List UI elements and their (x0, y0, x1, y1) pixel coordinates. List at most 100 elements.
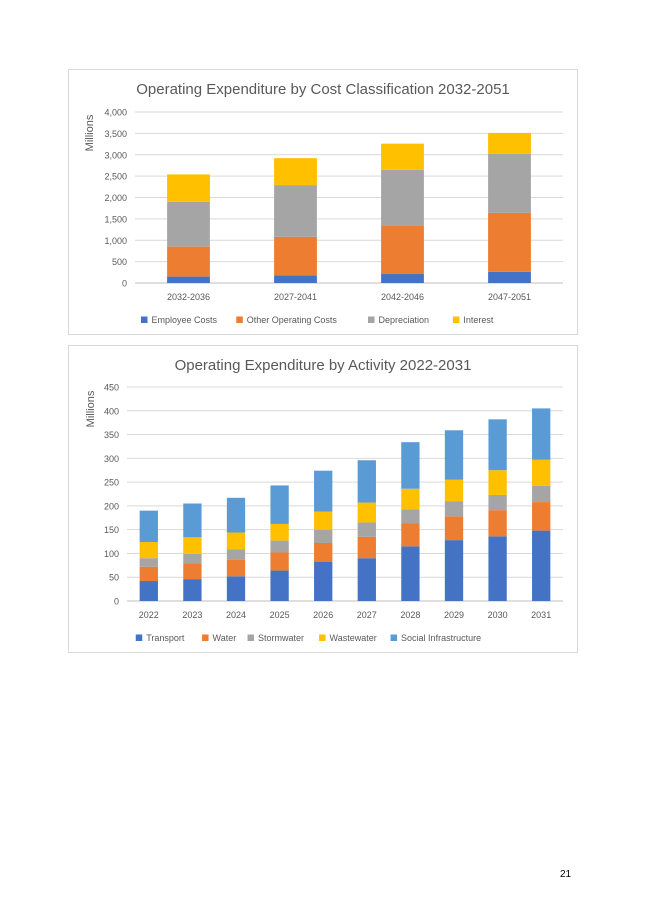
bar-segment-wastewater-2030 (488, 470, 507, 495)
x-tick-label: 2029 (444, 610, 464, 620)
legend-label-water: Water (213, 633, 237, 643)
bar-segment-stormwater-2029 (444, 501, 464, 517)
y-tick-label: 200 (104, 501, 119, 511)
bar-segment-stormwater-2031 (532, 485, 551, 503)
y-tick-label: 4,000 (104, 108, 127, 118)
y-tick-label: 0 (122, 279, 127, 289)
legend-label-other-operating-costs: Other Operating Costs (247, 315, 338, 325)
legend-label-wastewater: Wastewater (330, 633, 377, 643)
bar-segment-stormwater-2024 (226, 549, 246, 560)
bar-segment-social-infrastructure-2023 (183, 503, 202, 538)
y-tick-label: 100 (104, 549, 119, 559)
bar-segment-transport-2026 (314, 562, 333, 601)
bar-segment-wastewater-2029 (444, 479, 464, 502)
bar-segment-transport-2023 (183, 579, 202, 601)
bar-segment-employee-costs-2032-2036 (167, 276, 210, 283)
bar-segment-transport-2025 (270, 570, 289, 601)
bar-segment-wastewater-2026 (314, 511, 333, 530)
bar-segment-stormwater-2022 (139, 558, 158, 567)
legend-swatch-transport (135, 634, 143, 641)
y-tick-label: 0 (114, 597, 119, 607)
bar-segment-transport-2030 (488, 536, 507, 601)
chart-title: Operating Expenditure by Activity 2022-2… (175, 357, 472, 374)
legend-label-social-infrastructure: Social Infrastructure (401, 633, 481, 643)
bar-segment-transport-2029 (444, 540, 464, 601)
bar-segment-water-2026 (314, 542, 333, 563)
legend-label-stormwater: Stormwater (258, 633, 304, 643)
x-tick-label: 2031 (531, 610, 551, 620)
bar-segment-other-operating-costs-2042-2046 (381, 225, 424, 275)
bar-segment-water-2028 (401, 523, 420, 547)
bar-segment-water-2027 (357, 536, 376, 559)
y-tick-label: 450 (104, 383, 119, 393)
x-tick-label: 2047-2051 (488, 292, 531, 302)
x-tick-label: 2025 (270, 610, 290, 620)
bar-segment-stormwater-2030 (488, 494, 507, 511)
bar-segment-transport-2024 (226, 576, 246, 601)
x-tick-label: 2027 (357, 610, 377, 620)
cost-classification-chart-svg: Operating Expenditure by Cost Classifica… (84, 81, 563, 325)
bar-segment-depreciation-2042-2046 (381, 169, 424, 226)
bar-segment-interest-2032-2036 (167, 174, 210, 202)
x-tick-label: 2030 (488, 610, 508, 620)
y-tick-label: 3,500 (104, 129, 127, 139)
x-tick-label: 2032-2036 (167, 292, 210, 302)
bar-segment-water-2022 (139, 566, 158, 582)
bar-segment-wastewater-2031 (532, 459, 551, 486)
x-tick-label: 2022 (139, 610, 159, 620)
y-axis-label: Millions (84, 114, 96, 151)
y-tick-label: 1,000 (104, 236, 127, 246)
y-tick-label: 3,000 (104, 150, 127, 160)
bar-segment-wastewater-2023 (183, 537, 202, 554)
bar-segment-depreciation-2047-2051 (488, 153, 531, 213)
x-tick-label: 2042-2046 (381, 292, 424, 302)
bar-segment-wastewater-2024 (226, 532, 246, 550)
y-tick-label: 300 (104, 454, 119, 464)
bar-segment-interest-2042-2046 (381, 143, 424, 170)
x-tick-label: 2026 (313, 610, 333, 620)
bar-segment-transport-2028 (401, 546, 420, 601)
page-number: 21 (560, 869, 572, 880)
x-tick-label: 2027-2041 (274, 292, 317, 302)
activity-chart-svg: Operating Expenditure by Activity 2022-2… (85, 357, 563, 643)
bar-segment-social-infrastructure-2029 (444, 430, 464, 480)
bar-segment-water-2024 (226, 559, 246, 577)
y-tick-label: 150 (104, 525, 119, 535)
bar-segment-water-2025 (270, 552, 289, 571)
legend-label-employee-costs: Employee Costs (152, 315, 218, 325)
bar-segment-social-infrastructure-2028 (401, 442, 420, 489)
bar-segment-water-2030 (488, 510, 507, 537)
bar-segment-wastewater-2022 (139, 542, 158, 559)
legend-swatch-wastewater (319, 634, 326, 641)
legend-swatch-stormwater (247, 634, 255, 641)
bar-segment-wastewater-2025 (270, 523, 289, 541)
bar-segment-social-infrastructure-2026 (314, 470, 333, 512)
bar-segment-stormwater-2027 (357, 522, 376, 537)
chart-title: Operating Expenditure by Cost Classifica… (136, 81, 510, 98)
bar-segment-employee-costs-2047-2051 (488, 271, 531, 283)
bar-segment-social-infrastructure-2030 (488, 419, 507, 471)
legend-swatch-depreciation (368, 316, 375, 323)
bar-segment-transport-2031 (532, 530, 551, 601)
bar-segment-water-2029 (444, 516, 464, 541)
cost-classification-chart: Operating Expenditure by Cost Classifica… (68, 69, 578, 335)
x-tick-label: 2028 (400, 610, 420, 620)
bar-segment-depreciation-2027-2041 (274, 185, 317, 237)
legend-label-transport: Transport (146, 633, 185, 643)
bar-segment-water-2023 (183, 563, 202, 580)
bar-segment-employee-costs-2027-2041 (274, 275, 317, 283)
bar-segment-water-2031 (532, 502, 551, 531)
legend-swatch-social-infrastructure (390, 634, 398, 641)
legend-swatch-other-operating-costs (236, 316, 243, 323)
bar-segment-other-operating-costs-2032-2036 (167, 246, 210, 277)
y-axis-label: Millions (85, 390, 97, 427)
bar-segment-transport-2022 (139, 581, 158, 601)
y-tick-label: 400 (104, 406, 119, 416)
y-tick-label: 500 (112, 257, 127, 267)
bar-segment-employee-costs-2042-2046 (381, 274, 424, 283)
bar-segment-transport-2027 (357, 558, 376, 601)
y-tick-label: 50 (109, 573, 119, 583)
legend-swatch-interest (452, 316, 460, 323)
bar-segment-wastewater-2027 (357, 502, 376, 523)
bar-segment-social-infrastructure-2027 (357, 460, 376, 503)
